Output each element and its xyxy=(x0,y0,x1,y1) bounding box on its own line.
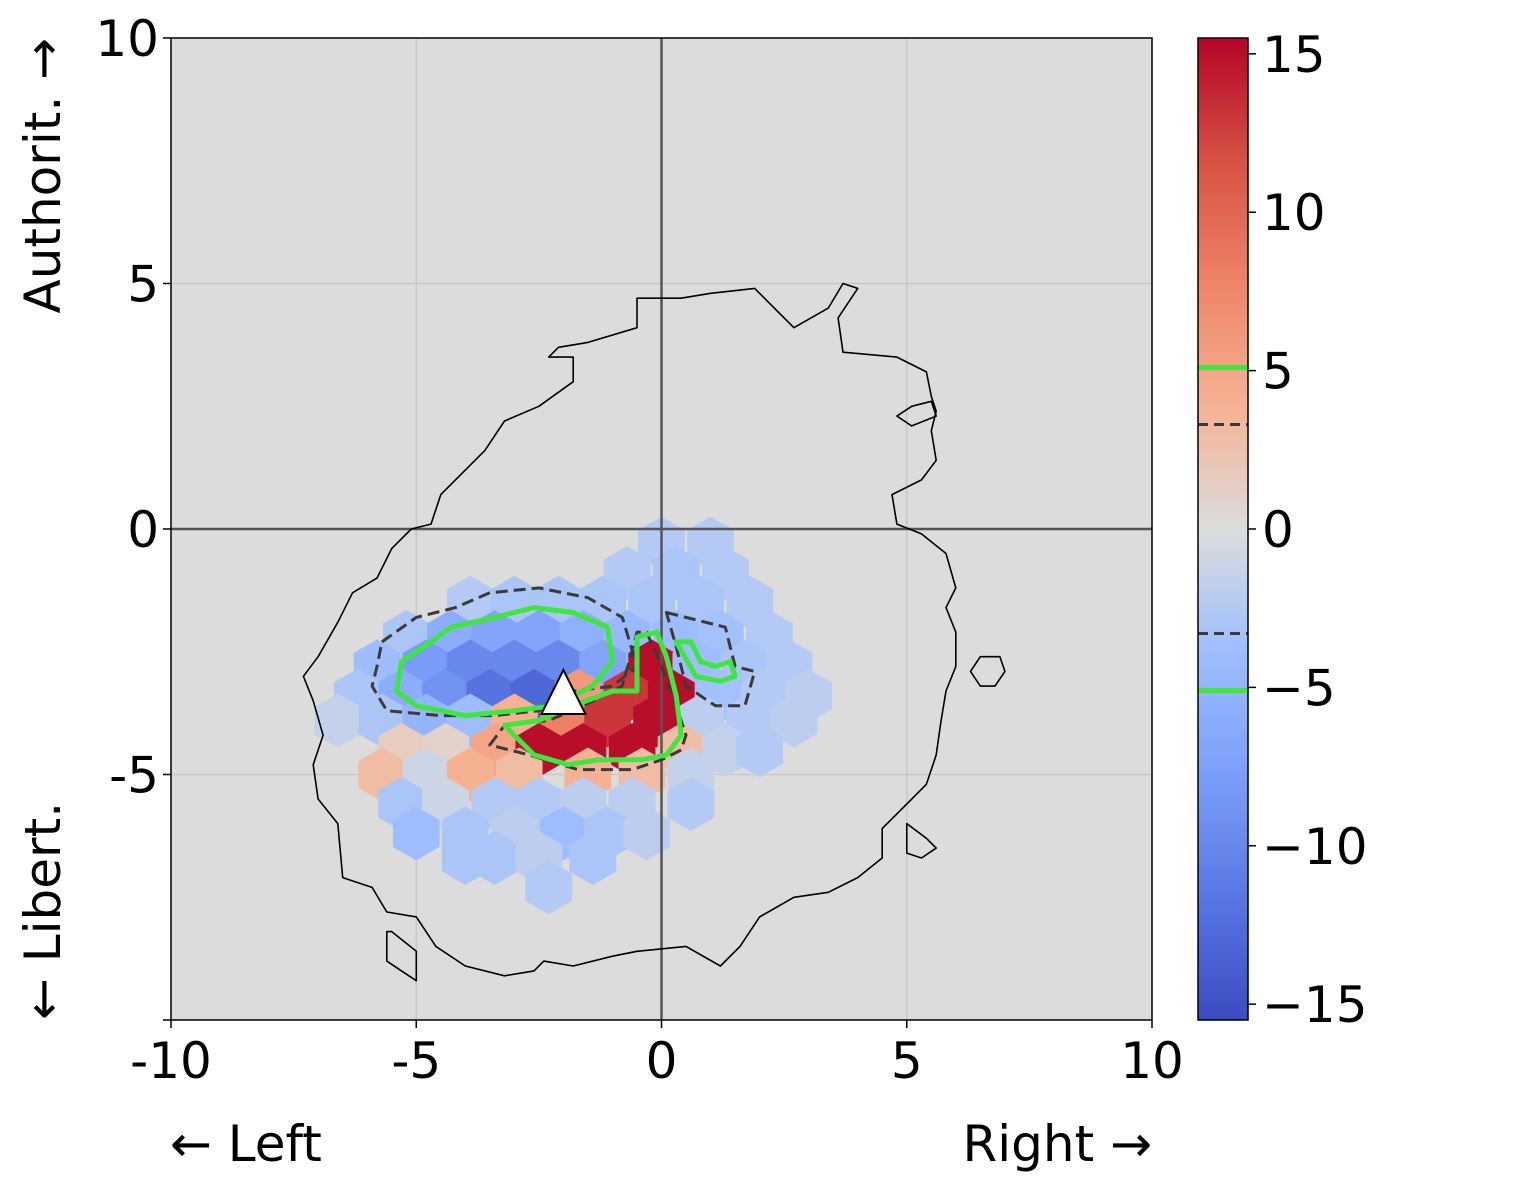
hexbin-cell xyxy=(623,806,671,861)
y-tick-label: 5 xyxy=(127,256,159,314)
hexbin-cell xyxy=(525,860,573,915)
contour-positive-green-contour xyxy=(502,629,684,768)
hexbin-cell xyxy=(628,575,676,630)
contour-negative-dashed-contour xyxy=(370,586,639,718)
x-label-right: Right → xyxy=(963,1115,1152,1173)
contour-outer-boundary xyxy=(302,282,957,977)
contour-outer-island-right xyxy=(969,655,1006,687)
y-tick-label: 0 xyxy=(127,501,159,559)
colorbar-tick-label: 0 xyxy=(1262,501,1294,559)
hexbin-cell xyxy=(667,777,715,831)
y-tick-label: -5 xyxy=(109,747,159,805)
colorbar-contour-levels xyxy=(1198,364,1248,694)
colorbar-ticks: 15 10 5 0 −5 −10 −15 xyxy=(1248,26,1368,1034)
x-tick-label: 0 xyxy=(646,1032,678,1090)
hexbin-cell xyxy=(569,831,617,885)
marker-layer xyxy=(539,667,588,715)
x-tick-label: -10 xyxy=(130,1032,212,1090)
x-label-left: ← Left xyxy=(170,1115,322,1173)
hexbin-cell xyxy=(314,693,362,748)
hexbin-cell xyxy=(770,693,818,748)
y-label-bottom: ← Libert. xyxy=(14,802,72,1020)
x-tick-label: -5 xyxy=(391,1032,441,1090)
contour-outer-island-bottom-left xyxy=(386,930,418,982)
contour-negative-green-contour-right xyxy=(673,639,738,684)
hexbin-cell xyxy=(471,831,519,885)
x-tick-label: 5 xyxy=(891,1032,923,1090)
colorbar-tick-label: −10 xyxy=(1262,818,1368,876)
contour-outer-island-upper-right xyxy=(896,400,937,427)
zero-axis-lines xyxy=(171,38,1152,1020)
colorbar: 15 10 5 0 −5 −10 −15 xyxy=(1197,26,1368,1034)
colorbar-tick-label: 15 xyxy=(1262,26,1326,84)
contour-layer xyxy=(302,282,1006,982)
x-tick-label: 10 xyxy=(1120,1032,1184,1090)
colorbar-gradient xyxy=(1198,38,1248,1020)
contour-outer-island-bottom-right xyxy=(906,822,937,859)
contour-negative-green-contour xyxy=(394,605,615,719)
y-ticks: -5 0 5 10 xyxy=(95,10,171,1021)
contour-negative-dashed-contour-right xyxy=(664,611,757,708)
colorbar-tick-label: −15 xyxy=(1262,976,1368,1034)
contour-positive-dashed-contour xyxy=(488,630,688,772)
hexbin-cell xyxy=(736,723,783,777)
colorbar-tick-label: 5 xyxy=(1262,343,1294,401)
colorbar-tick-label: 10 xyxy=(1262,184,1326,242)
y-tick-label: 10 xyxy=(95,10,159,68)
x-ticks: -10 -5 0 5 10 xyxy=(130,1020,1184,1090)
colorbar-tick-label: −5 xyxy=(1262,659,1336,717)
hexbin-cell xyxy=(392,806,440,861)
triangle-marker xyxy=(539,667,588,715)
y-label-top: Authorit. → xyxy=(14,38,72,314)
